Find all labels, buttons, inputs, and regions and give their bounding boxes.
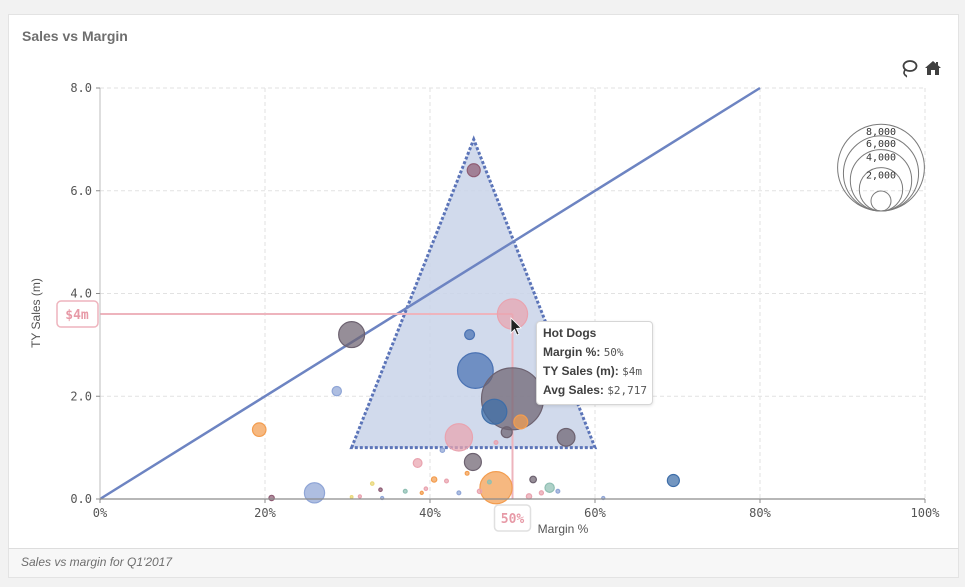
- chart-card: Sales vs Margin: [8, 14, 959, 550]
- tooltip-title: Hot Dogs: [543, 326, 597, 340]
- tooltip-label: Avg Sales:: [543, 383, 604, 397]
- tooltip-value: $4m: [622, 365, 643, 378]
- tooltip-label: Margin %:: [543, 345, 601, 359]
- tooltip: Hot Dogs Margin %: 50% TY Sales (m): $4m…: [536, 321, 653, 405]
- tooltip-value: $2,717: [607, 384, 648, 397]
- lasso-icon[interactable]: [899, 58, 919, 78]
- tooltip-label: TY Sales (m):: [543, 364, 619, 378]
- home-icon[interactable]: [923, 58, 943, 78]
- chart-footer: Sales vs margin for Q1'2017: [8, 548, 959, 578]
- chart-title: Sales vs Margin: [22, 28, 128, 44]
- footnote: Sales vs margin for Q1'2017: [21, 555, 173, 569]
- tooltip-value: 50%: [603, 346, 624, 359]
